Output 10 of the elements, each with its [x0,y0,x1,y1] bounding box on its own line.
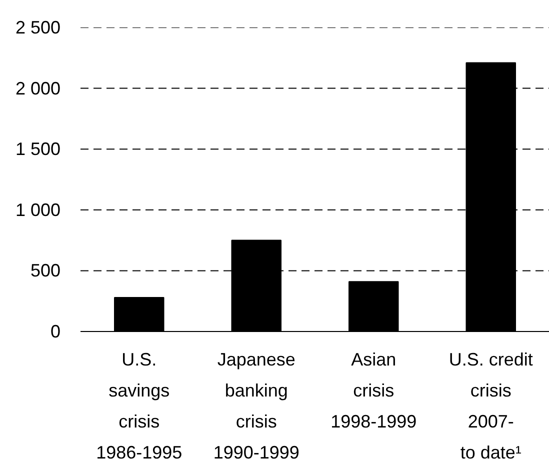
y-tick-label: 1 000 [15,200,61,220]
y-tick-label: 2 000 [15,78,61,98]
x-tick-label: U.S. credit crisis 2007- to date¹ [448,350,533,462]
y-tick-label: 0 [50,322,61,342]
x-tick-label: Asian crisis 1998-1999 [330,350,417,432]
x-tick-label: U.S. savings crisis 1986-1995 [96,350,182,462]
y-tick-label: 2 500 [15,18,61,38]
y-tick-label: 1 500 [15,139,61,160]
y-tick-label: 500 [30,260,61,281]
x-tick-label: Japanese banking crisis 1990-1999 [213,350,300,462]
